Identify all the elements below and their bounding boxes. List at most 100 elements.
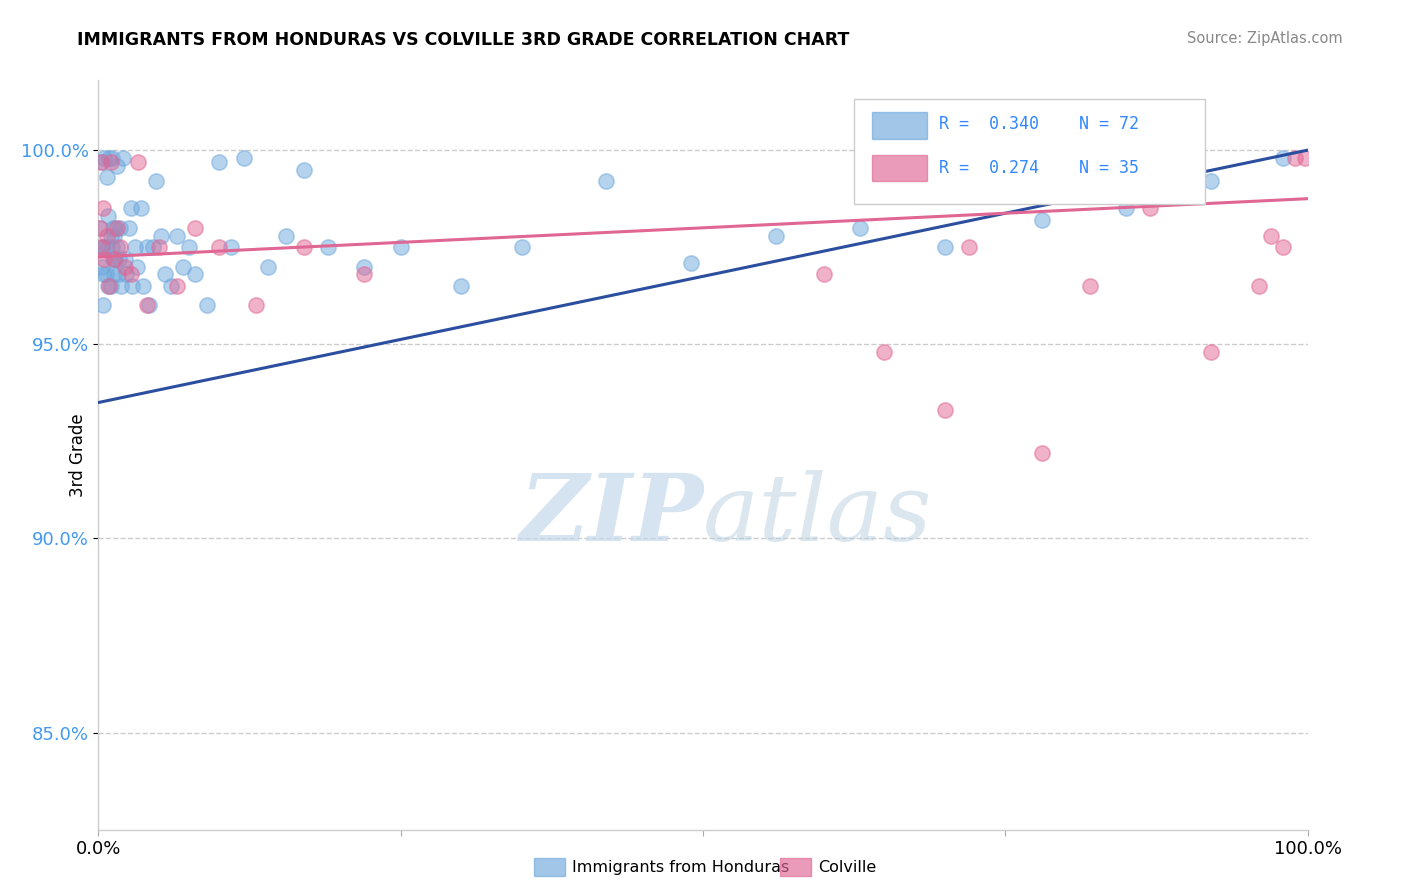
Point (595, 174, 617, 188)
Point (104, 252, 127, 266)
Point (93, 252, 115, 266)
Point (107, 268, 129, 282)
Point (145, 174, 167, 188)
Point (100, 228, 122, 243)
Y-axis label: 3rd Grade: 3rd Grade (69, 413, 87, 497)
Point (153, 268, 176, 282)
Point (292, 240, 315, 254)
Text: Source: ZipAtlas.com: Source: ZipAtlas.com (1187, 31, 1343, 46)
Point (103, 228, 125, 243)
Point (1031, 213, 1053, 227)
Point (101, 252, 124, 266)
Point (135, 298, 157, 312)
Point (132, 279, 155, 293)
Point (172, 260, 194, 274)
Point (93, 151, 115, 165)
Point (1199, 345, 1222, 359)
Point (90, 240, 112, 254)
Point (115, 268, 138, 282)
Point (89, 220, 111, 235)
Point (108, 252, 131, 266)
Point (179, 240, 201, 254)
Point (1260, 228, 1282, 243)
Point (148, 240, 170, 254)
FancyBboxPatch shape (855, 99, 1205, 204)
Point (127, 154, 149, 169)
Point (124, 240, 146, 254)
Point (142, 240, 165, 254)
Point (292, 162, 315, 177)
Point (108, 240, 131, 254)
Point (118, 220, 141, 235)
Point (679, 256, 702, 270)
Point (103, 252, 125, 266)
Point (89, 220, 111, 235)
Text: atlas: atlas (703, 470, 932, 560)
Point (91, 240, 114, 254)
Point (96, 228, 118, 243)
Point (1272, 240, 1295, 254)
Point (90, 154, 112, 169)
Point (813, 268, 835, 282)
Point (114, 252, 136, 266)
Point (129, 202, 152, 216)
Point (98, 151, 121, 165)
Point (245, 298, 267, 312)
Point (91, 268, 114, 282)
Point (91, 154, 114, 169)
Point (108, 220, 131, 235)
Point (510, 240, 533, 254)
Point (96, 170, 118, 185)
Point (100, 240, 122, 254)
Point (105, 220, 128, 235)
Point (103, 268, 125, 282)
Point (1249, 279, 1271, 293)
Point (91, 260, 114, 274)
Point (1078, 279, 1101, 293)
Point (120, 202, 142, 216)
Point (93, 240, 115, 254)
Point (316, 240, 339, 254)
Point (166, 228, 188, 243)
Point (1199, 174, 1222, 188)
Point (221, 240, 243, 254)
Point (104, 220, 127, 235)
Point (450, 279, 472, 293)
Text: IMMIGRANTS FROM HONDURAS VS COLVILLE 3RD GRADE CORRELATION CHART: IMMIGRANTS FROM HONDURAS VS COLVILLE 3RD… (77, 31, 849, 49)
Point (97, 279, 120, 293)
Point (114, 260, 136, 274)
Point (127, 260, 149, 274)
Point (389, 240, 412, 254)
Point (934, 240, 956, 254)
Point (274, 228, 297, 243)
Point (873, 345, 896, 359)
Text: Immigrants from Honduras: Immigrants from Honduras (572, 860, 790, 874)
Point (849, 220, 872, 235)
Text: ZIP: ZIP (519, 470, 703, 560)
Point (111, 151, 134, 165)
Point (100, 279, 122, 293)
Bar (872, 112, 927, 139)
Point (100, 154, 122, 169)
Point (120, 268, 142, 282)
Point (105, 159, 128, 173)
Point (91, 202, 114, 216)
Point (1272, 151, 1295, 165)
Point (353, 260, 375, 274)
Point (166, 279, 188, 293)
Point (208, 154, 231, 169)
Point (101, 220, 124, 235)
Point (135, 240, 157, 254)
Point (94, 268, 117, 282)
Point (353, 268, 375, 282)
Point (1139, 202, 1161, 216)
Point (184, 220, 207, 235)
Text: Colville: Colville (818, 860, 876, 874)
Point (957, 240, 980, 254)
Point (97, 209, 120, 223)
Point (1115, 202, 1137, 216)
Point (98, 279, 121, 293)
Point (100, 151, 122, 165)
Bar (872, 155, 927, 181)
Point (195, 298, 218, 312)
